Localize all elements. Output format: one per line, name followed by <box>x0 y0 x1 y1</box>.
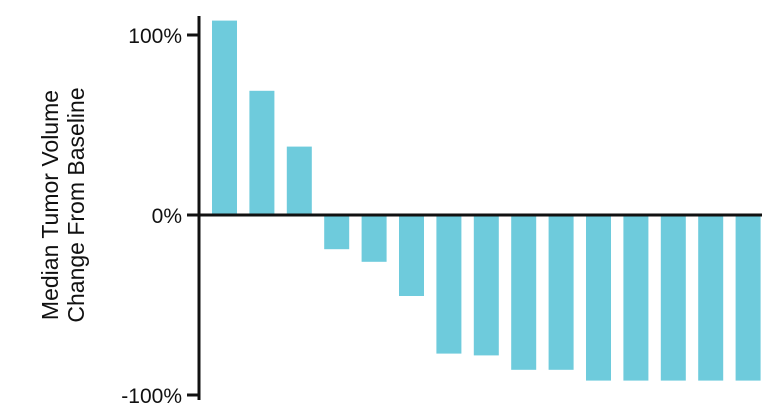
bar-14 <box>698 215 724 381</box>
bar-3 <box>286 146 312 215</box>
bar-4 <box>324 215 350 250</box>
bar-7 <box>436 215 462 354</box>
bar-9 <box>511 215 537 370</box>
bar-6 <box>399 215 424 296</box>
bar-12 <box>623 215 649 381</box>
bar-11 <box>586 215 611 381</box>
y-axis-title-line-2: Change From Baseline <box>63 87 89 322</box>
y-ticks-group: 100% 0% -100% <box>121 25 199 408</box>
bar-1 <box>212 20 237 215</box>
bars-group <box>212 20 761 381</box>
bar-8 <box>473 215 499 356</box>
bar-2 <box>249 90 275 215</box>
y-tick-label-3: -100% <box>121 385 182 408</box>
y-tick-label-2: 0% <box>152 205 182 228</box>
bar-13 <box>660 215 686 381</box>
bar-10 <box>548 215 574 370</box>
bar-15 <box>735 215 761 381</box>
y-tick-label-1: 100% <box>128 25 182 48</box>
y-axis-title-line-1: Median Tumor Volume <box>37 90 63 320</box>
bar-5 <box>361 215 387 262</box>
